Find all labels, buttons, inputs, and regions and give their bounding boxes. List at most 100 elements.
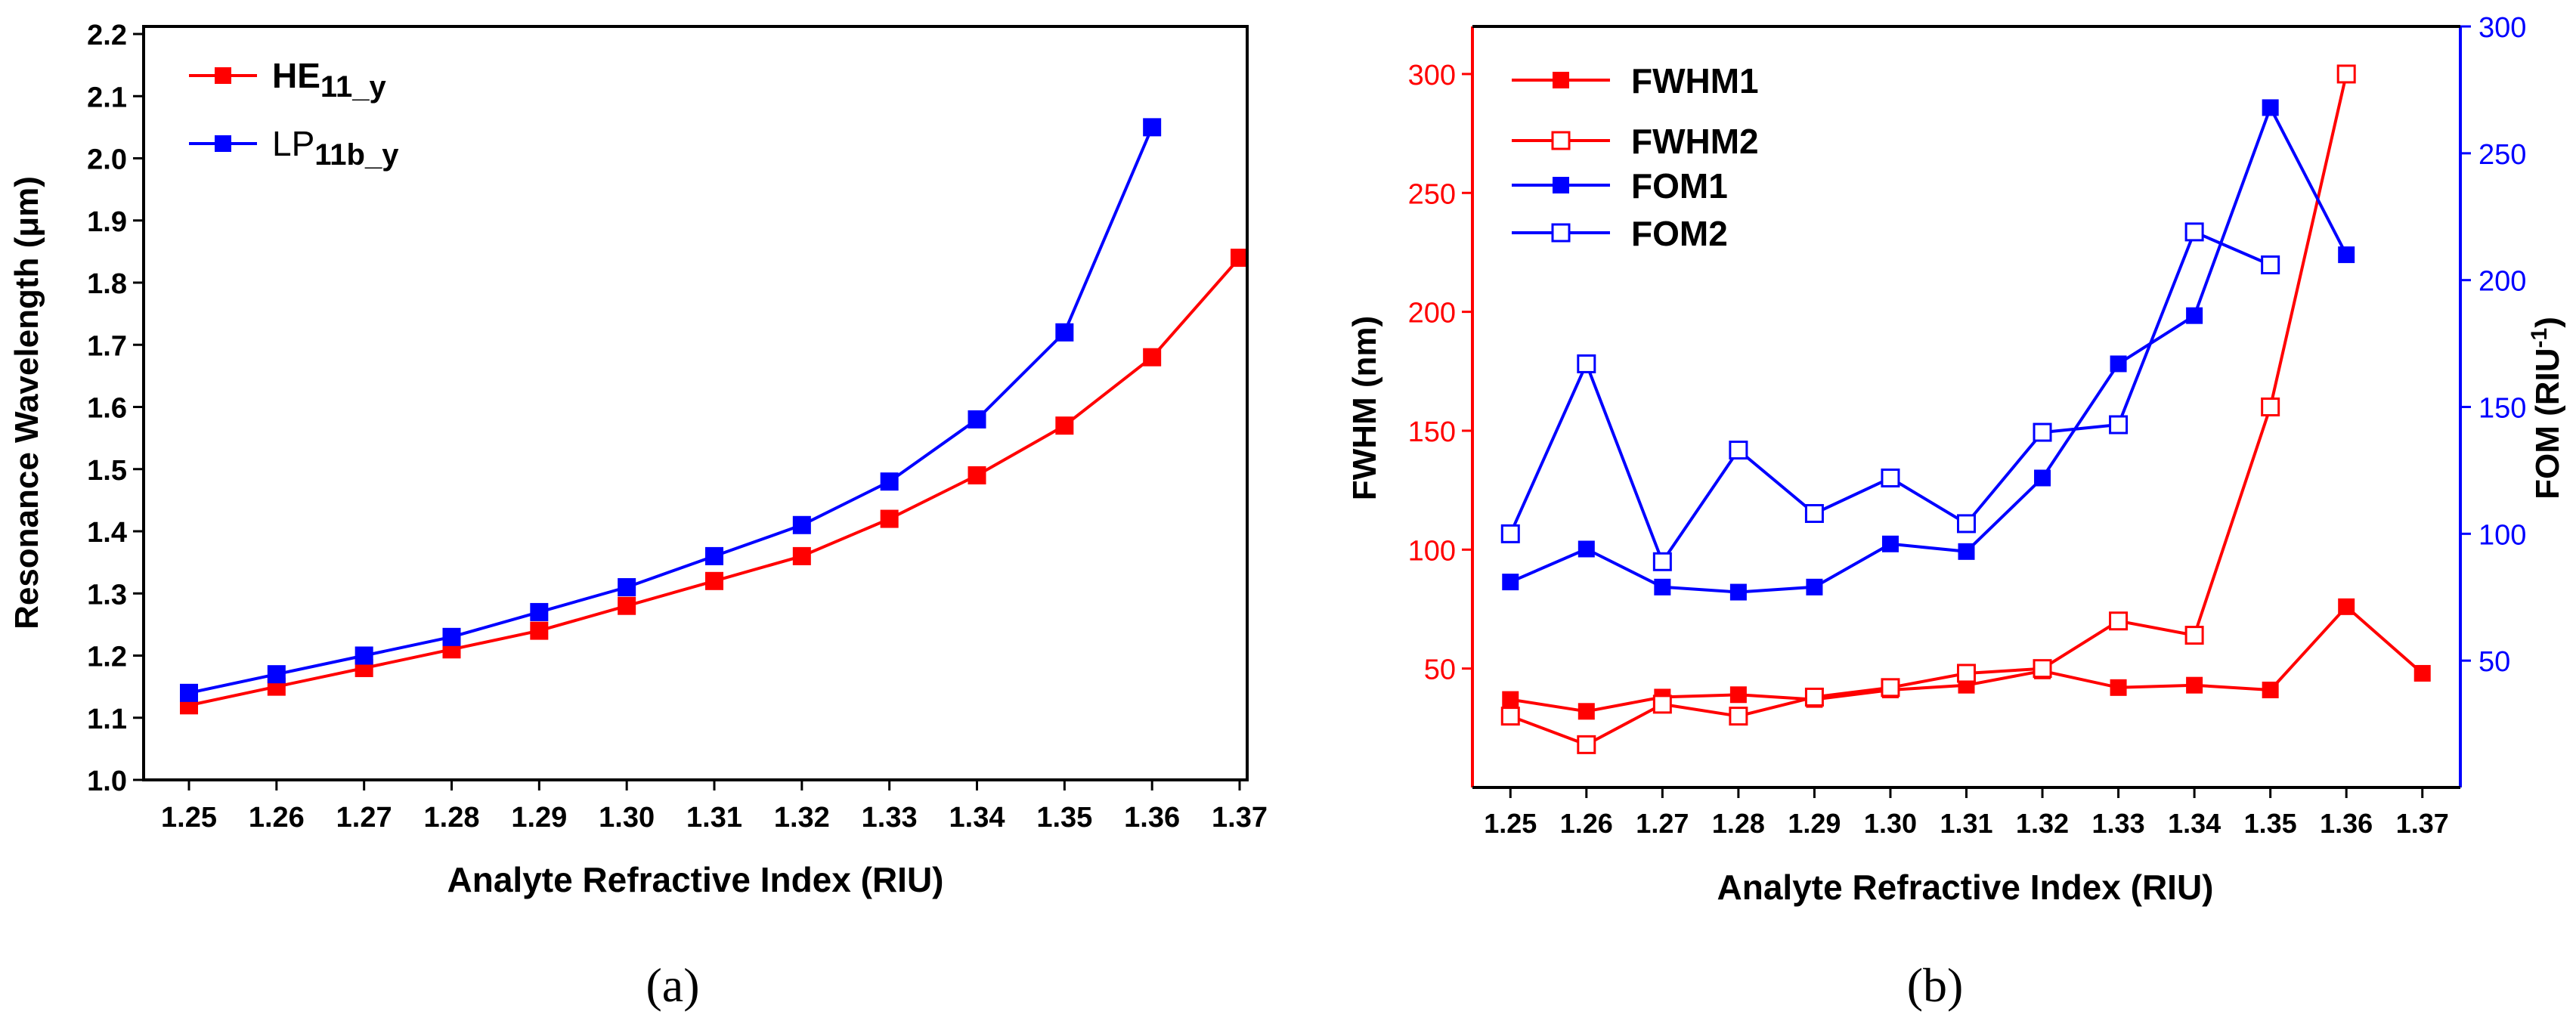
panel-a-point-lp11b-y-8 — [880, 472, 899, 491]
panel-b-left-tick-label-50: 50 — [1424, 654, 1456, 686]
panel-a-x-axis-label: Analyte Refractive Index (RIU) — [447, 860, 944, 899]
panel-b-right-axis-label-main: FOM (RIU — [2529, 348, 2566, 499]
legend-marker-fom2 — [1551, 223, 1571, 243]
panel-b-right-tick-label-150: 150 — [2478, 393, 2526, 425]
panel-a-y-tick-label-1-6: 1.6 — [87, 393, 127, 425]
panel-a-legend: HE11_y LP11b_y — [189, 56, 399, 172]
panel-b-right-ticks: 50 100 150 200 250 300 — [2460, 12, 2526, 678]
panel-a-point-lp11b-y-0 — [180, 683, 198, 702]
panel-b-point-fwhm1-9 — [2186, 676, 2203, 694]
legend-label-he11-main: HE — [272, 56, 320, 95]
panel-b-left-tick-label-150: 150 — [1408, 416, 1456, 448]
panel-b-x-tick-label-1-31: 1.31 — [1940, 808, 1992, 839]
panel-b-x-tick-label-1-26: 1.26 — [1560, 808, 1613, 839]
panel-b-point-fwhm2-11 — [2336, 64, 2356, 84]
panel-a-x-tick-label-1-27: 1.27 — [336, 802, 392, 834]
panel-a-y-tick-label-1-4: 1.4 — [87, 517, 127, 549]
panel-b-point-fwhm2-9 — [2184, 626, 2204, 645]
panel-b-point-fom2-1 — [1577, 354, 1596, 373]
panel-b-x-tick-label-1-27: 1.27 — [1636, 808, 1689, 839]
panel-a-x-tick-label-1-34: 1.34 — [949, 802, 1005, 834]
panel-b-right-tick-label-250: 250 — [2478, 139, 2526, 171]
legend-marker-fwhm2 — [1551, 131, 1571, 150]
panel-b-point-fom2-8 — [2109, 415, 2129, 435]
panel-a-point-lp11b-y-1 — [267, 665, 286, 684]
panel-b-x-tick-label-1-35: 1.35 — [2244, 808, 2297, 839]
legend-label-he11: HE11_y — [272, 56, 386, 104]
panel-a-point-he11-y-4 — [530, 621, 549, 640]
panel-a-y-tick-label-1-2: 1.2 — [87, 642, 127, 673]
panel-b-point-fom2-7 — [2033, 422, 2052, 442]
panel-b-x-tick-label-1-34: 1.34 — [2168, 808, 2221, 839]
legend-label-lp11b-sub: 11b_y — [314, 138, 399, 172]
panel-b-point-fom1-2 — [1654, 578, 1671, 596]
panel-a-y-tick-label-2-1: 2.1 — [87, 82, 127, 113]
panel-b-point-fom1-9 — [2186, 307, 2203, 324]
panel-b-point-fwhm2-8 — [2109, 611, 2129, 631]
panel-b-x-tick-label-1-32: 1.32 — [2016, 808, 2069, 839]
legend-label-fom1: FOM1 — [1631, 166, 1728, 206]
panel-b-point-fom1-5 — [1881, 535, 1899, 552]
panel-a-y-tick-label-1-7: 1.7 — [87, 330, 127, 362]
panel-a-series-line-lp11b-y — [188, 126, 1154, 695]
panel-b-point-fom1-11 — [2338, 246, 2355, 264]
panel-b-x-tick-label-1-30: 1.30 — [1864, 808, 1917, 839]
panel-b-right-axis-label: FOM (RIU-1) — [2527, 317, 2566, 500]
panel-b-right-tick-label-100: 100 — [2478, 519, 2526, 551]
panel-a-point-he11-y-7 — [792, 546, 811, 565]
panel-b-point-fom2-6 — [1957, 514, 1976, 534]
panel-a-point-lp11b-y-2 — [355, 646, 373, 665]
panel-b-left-tick-label-300: 300 — [1408, 60, 1456, 91]
panel-a-y-tick-label-1-3: 1.3 — [87, 579, 127, 611]
panel-b-point-fwhm2-2 — [1652, 695, 1672, 714]
panel-b-point-fwhm1-8 — [2110, 679, 2127, 696]
panel-a-y-ticks: 1.0 1.1 1.2 1.3 1.4 1.5 1.6 1.7 1.8 1.9 2.0 2.1 2.2 — [87, 20, 144, 797]
panel-b-point-fwhm2-0 — [1500, 707, 1520, 726]
panel-b-x-tick-label-1-29: 1.29 — [1788, 808, 1841, 839]
panel-b-point-fwhm1-10 — [2262, 681, 2279, 698]
panel-b-caption: (b) — [1907, 958, 1964, 1012]
panel-b-point-fwhm1-0 — [1502, 691, 1519, 708]
panel-a-point-he11-y-10 — [1055, 416, 1074, 435]
panel-a-y-tick-label-1-1: 1.1 — [87, 704, 127, 735]
panel-b-point-fom1-8 — [2110, 355, 2127, 373]
panel-b-marks — [1500, 64, 2431, 754]
panel-a-x-tick-label-1-33: 1.33 — [862, 802, 918, 834]
panel-a-y-tick-label-1-8: 1.8 — [87, 268, 127, 300]
legend-label-lp11b-main: LP — [272, 124, 314, 163]
panel-b-point-fom1-7 — [2034, 469, 2051, 487]
panel-a-x-tick-label-1-35: 1.35 — [1036, 802, 1092, 834]
panel-b-x-axis-label: Analyte Refractive Index (RIU) — [1717, 868, 2214, 907]
panel-b-x-ticks: 1.25 1.26 1.27 1.28 1.29 1.30 1.31 1.32 1.33 1.34… — [1484, 787, 2449, 839]
panel-b-point-fom1-10 — [2262, 99, 2279, 116]
panel-a-series-line-he11-y — [188, 256, 1241, 707]
panel-b-x-tick-label-1-36: 1.36 — [2320, 808, 2373, 839]
panel-b-left-tick-label-200: 200 — [1408, 298, 1456, 329]
legend-label-he11-sub: 11_y — [320, 70, 387, 104]
panel-b-point-fom2-4 — [1804, 503, 1824, 523]
panel-b-point-fwhm1-12 — [2413, 664, 2431, 682]
panel-a-x-tick-label-1-36: 1.36 — [1124, 802, 1180, 834]
panel-b-left-tick-label-100: 100 — [1408, 535, 1456, 567]
panel-b-right-tick-label-300: 300 — [2478, 12, 2526, 44]
panel-a-point-he11-y-8 — [880, 509, 899, 528]
panel-b-point-fwhm2-10 — [2261, 398, 2280, 416]
panel-b-legend: FWHM1 FWHM2 FOM1 FOM2 — [1512, 61, 1759, 253]
panel-b-point-fwhm1-11 — [2338, 598, 2355, 615]
panel-a-point-lp11b-y-5 — [618, 578, 636, 597]
panel-a-x-tick-label-1-32: 1.32 — [774, 802, 830, 834]
panel-b-right-axis-label-close: ) — [2529, 317, 2566, 328]
panel-a-point-lp11b-y-4 — [530, 602, 549, 621]
panel-b-point-fom2-9 — [2184, 222, 2204, 242]
panel-b-point-fwhm2-6 — [1957, 664, 1976, 683]
legend-label-fwhm1: FWHM1 — [1631, 61, 1759, 101]
panel-b-x-tick-label-1-33: 1.33 — [2092, 808, 2145, 839]
panel-a-x-tick-label-1-31: 1.31 — [686, 802, 742, 834]
panel-a-x-tick-label-1-28: 1.28 — [424, 802, 480, 834]
panel-a-point-lp11b-y-6 — [705, 546, 723, 565]
panel-a-point-lp11b-y-10 — [1055, 323, 1074, 342]
panel-b-point-fom1-1 — [1577, 540, 1595, 558]
panel-b: 1.25 1.26 1.27 1.28 1.29 1.30 1.31 1.32 1.33 1.34… — [1346, 12, 2566, 1012]
panel-b-point-fwhm1-3 — [1729, 686, 1747, 704]
